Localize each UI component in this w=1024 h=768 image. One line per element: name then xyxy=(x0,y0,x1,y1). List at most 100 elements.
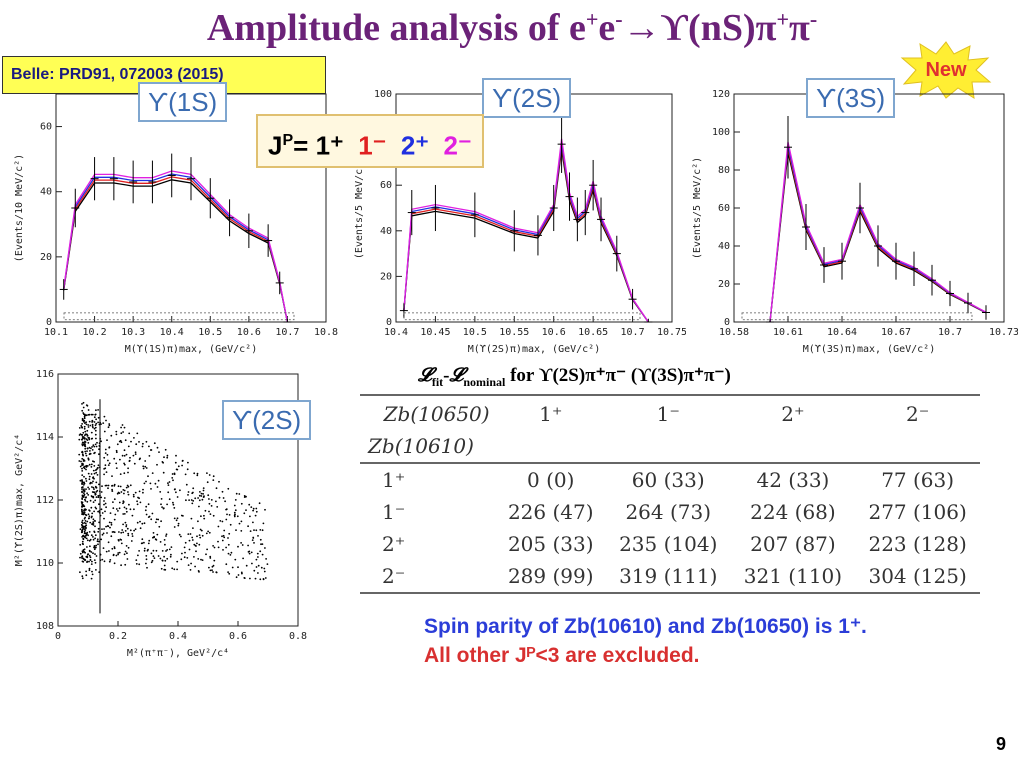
scatter-point xyxy=(121,529,124,531)
x-axis-label: M(ϒ(3S)π)max, (GeV/c²) xyxy=(803,344,935,355)
scatter-point xyxy=(254,514,257,517)
scatter-point xyxy=(203,517,206,520)
scatter-point xyxy=(262,522,265,525)
scatter-point xyxy=(90,551,93,553)
scatter-point xyxy=(181,460,184,462)
scatter-point xyxy=(94,525,96,528)
scatter-point xyxy=(200,558,202,561)
scatter-point xyxy=(144,509,147,512)
scatter-point xyxy=(84,551,86,554)
scatter-point xyxy=(86,556,89,559)
scatter-point xyxy=(127,471,129,474)
scatter-point xyxy=(129,456,131,459)
scatter-point xyxy=(173,507,176,509)
scatter-point xyxy=(97,416,100,419)
scatter-point xyxy=(100,538,103,541)
scatter-point xyxy=(208,474,211,476)
scatter-point xyxy=(88,478,91,481)
scatter-point xyxy=(248,552,251,555)
scatter-point xyxy=(198,505,200,508)
scatter-point xyxy=(198,499,201,502)
scatter-point xyxy=(85,414,87,417)
scatter-point xyxy=(92,501,95,503)
scatter-point xyxy=(92,444,95,447)
scatter-point xyxy=(89,452,91,455)
scatter-point xyxy=(135,443,138,446)
scatter-point xyxy=(168,481,171,483)
scatter-point xyxy=(163,555,166,558)
scatter-point xyxy=(179,489,181,492)
scatter-point xyxy=(123,449,126,452)
scatter-point xyxy=(210,499,213,501)
scatter-point xyxy=(83,444,86,447)
scatter-point xyxy=(142,442,144,445)
scatter-point xyxy=(81,464,83,466)
scatter-point xyxy=(144,465,147,468)
scatter-point xyxy=(226,513,228,516)
scatter-point xyxy=(209,513,212,515)
scatter-point xyxy=(221,539,224,542)
x-tick-label: 10.7 xyxy=(275,327,299,338)
y-tick-label: 114 xyxy=(36,432,54,443)
scatter-point xyxy=(122,489,125,491)
x-tick-label: 10.61 xyxy=(773,327,803,338)
scatter-point xyxy=(109,559,112,561)
scatter-point xyxy=(202,487,205,489)
scatter-point xyxy=(138,490,141,493)
scatter-point xyxy=(91,523,93,525)
scatter-point xyxy=(86,539,89,542)
scatter-point xyxy=(94,429,97,432)
scatter-point xyxy=(153,557,156,559)
y-tick-label: 116 xyxy=(36,369,54,380)
scatter-point xyxy=(218,496,221,499)
scatter-point xyxy=(230,551,233,554)
scatter-point xyxy=(166,454,169,457)
scatter-point xyxy=(263,567,266,570)
scatter-point xyxy=(163,456,165,459)
scatter-point xyxy=(138,550,141,552)
x-axis-label: M²(π⁺π⁻), GeV²/c⁴ xyxy=(127,648,229,659)
scatter-point xyxy=(81,491,83,494)
scatter-point xyxy=(208,566,210,569)
scatter-point xyxy=(143,522,146,525)
scatter-point xyxy=(115,430,118,433)
scatter-point xyxy=(84,516,86,519)
scatter-point xyxy=(222,534,225,537)
scatter-point xyxy=(85,454,88,457)
y-tick-label: 100 xyxy=(712,127,730,138)
x-tick-label: 10.64 xyxy=(827,327,857,338)
x-tick-label: 10.7 xyxy=(938,327,962,338)
x-tick-label: 10.3 xyxy=(121,327,145,338)
scatter-point xyxy=(133,529,135,532)
scatter-point xyxy=(132,495,135,498)
scatter-point xyxy=(213,559,216,562)
scatter-point xyxy=(87,424,90,426)
header-col: 1⁺ xyxy=(539,402,563,426)
scatter-point xyxy=(84,440,86,443)
scatter-point xyxy=(88,515,91,518)
scatter-point xyxy=(81,462,84,465)
scatter-point xyxy=(93,421,96,423)
scatter-point xyxy=(206,481,209,484)
scatter-point xyxy=(142,467,145,470)
scatter-point xyxy=(139,527,142,530)
scatter-point xyxy=(225,563,228,566)
scatter-point xyxy=(197,497,200,499)
scatter-point xyxy=(233,511,236,514)
scatter-point xyxy=(92,536,94,538)
scatter-point xyxy=(86,450,88,452)
scatter-point xyxy=(79,571,81,574)
conclusion-line-1: Spin parity of Zb(10610) and Zb(10650) i… xyxy=(424,615,867,638)
scatter-point xyxy=(219,520,222,522)
scatter-point xyxy=(234,513,236,516)
scatter-point xyxy=(84,559,86,562)
scatter-point xyxy=(103,500,105,502)
scatter-point xyxy=(97,464,100,467)
scatter-point xyxy=(107,426,110,429)
scatter-point xyxy=(96,540,99,543)
plot-y3s-svg: 10.58 10.61 10.64 10.67 10.7 10.73 0 20 40 60 80 10… xyxy=(692,89,1019,355)
scatter-point xyxy=(115,508,118,510)
conclusion-line-2: All other Jᴾ<3 are excluded. xyxy=(424,644,700,667)
scatter-point xyxy=(163,564,166,567)
y-tick-label: 60 xyxy=(718,203,730,214)
